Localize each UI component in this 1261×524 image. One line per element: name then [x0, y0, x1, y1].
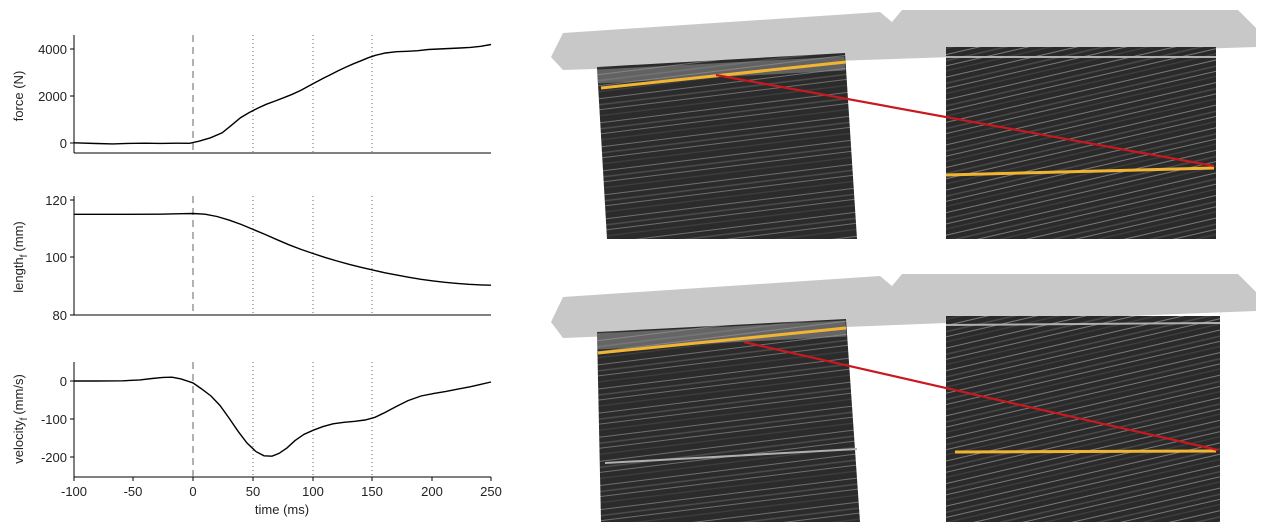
- superficial-aponeurosis-line: [597, 326, 847, 355]
- velocity-y-tick: -100: [41, 412, 74, 427]
- velocity-x-tick: -50: [124, 477, 143, 499]
- velocity-x-axis-label: time (ms): [255, 502, 309, 517]
- velocity-x-tick: 200: [421, 477, 443, 499]
- velocity-y-tick: -200: [41, 450, 74, 465]
- velocity-x-tick: 50: [246, 477, 260, 499]
- superficial-aponeurosis-line: [600, 60, 847, 90]
- length-series-line: [74, 212, 492, 286]
- velocity-y-axis-label-unit: (mm/s): [11, 374, 26, 414]
- force-y-tick: 2000: [38, 89, 74, 104]
- force-series-line: [73, 43, 492, 145]
- force-y-axis-label: force (N): [11, 71, 26, 122]
- ultrasound-image-distal: [946, 47, 1216, 239]
- velocity-series-line: [74, 376, 492, 457]
- deep-aponeurosis-line: [945, 166, 1215, 177]
- deep-aponeurosis-bright-line: [604, 448, 858, 464]
- length-panel: 80 100 120 lengthf (mm): [11, 193, 492, 323]
- length-y-tick-label: 100: [45, 250, 67, 265]
- superficial-fascia-band: [596, 56, 846, 84]
- length-y-axis-label: lengthf (mm): [11, 221, 30, 293]
- ultrasound-image-proximal: [597, 319, 860, 522]
- velocity-x-tick-label: 200: [421, 484, 443, 499]
- velocity-panel: -200 -100 0 -100 -50 0 50 100 150 200 25…: [11, 362, 502, 517]
- force-y-tick-label: 2000: [38, 89, 67, 104]
- velocity-y-axis-label-subscript: f: [19, 417, 30, 420]
- length-y-axis-label-subscript: f: [19, 254, 30, 257]
- length-y-axis-label-name: length: [11, 257, 26, 292]
- probe-shape: [551, 10, 1256, 70]
- ultrasound-image-proximal: [597, 53, 857, 239]
- velocity-x-tick-label: -100: [61, 484, 87, 499]
- fascicle-line: [743, 340, 1219, 452]
- velocity-x-tick-label: 50: [246, 484, 260, 499]
- velocity-x-tick-label: 0: [189, 484, 196, 499]
- length-y-tick-label: 120: [45, 193, 67, 208]
- ultrasound-panel-bottom: [551, 274, 1256, 522]
- length-y-tick: 80: [53, 308, 74, 323]
- deep-aponeurosis-bright-line: [945, 322, 1221, 326]
- force-y-tick-label: 4000: [38, 42, 67, 57]
- length-y-tick: 120: [45, 193, 74, 208]
- velocity-x-tick: -100: [61, 477, 87, 499]
- length-y-axis-label-unit: (mm): [11, 221, 26, 251]
- force-y-tick: 0: [60, 136, 74, 151]
- velocity-y-tick-label: -200: [41, 450, 67, 465]
- velocity-y-axis-label: velocityf (mm/s): [11, 374, 30, 464]
- velocity-y-tick-label: 0: [60, 374, 67, 389]
- velocity-x-tick: 150: [361, 477, 383, 499]
- velocity-x-tick: 0: [189, 477, 197, 499]
- length-y-tick: 100: [45, 250, 74, 265]
- ultrasound-panel-top: [551, 10, 1256, 239]
- velocity-y-tick-label: -100: [41, 412, 67, 427]
- probe-shape: [551, 274, 1256, 338]
- velocity-x-tick-label: -50: [124, 484, 143, 499]
- velocity-x-tick: 100: [302, 477, 324, 499]
- velocity-x-tick-label: 250: [480, 484, 502, 499]
- velocity-y-tick: 0: [60, 374, 74, 389]
- superficial-fascia-band: [596, 320, 847, 350]
- force-y-tick: 4000: [38, 42, 74, 57]
- velocity-x-tick-label: 150: [361, 484, 383, 499]
- velocity-x-tick-label: 100: [302, 484, 324, 499]
- velocity-y-axis-label-name: velocity: [11, 420, 26, 464]
- velocity-x-tick: 250: [480, 477, 502, 499]
- force-y-tick-label: 0: [60, 136, 67, 151]
- force-panel: 0 2000 4000 force (N): [11, 35, 492, 154]
- fascicle-line: [715, 73, 1215, 168]
- length-y-tick-label: 80: [53, 308, 67, 323]
- deep-aponeurosis-line: [954, 449, 1217, 454]
